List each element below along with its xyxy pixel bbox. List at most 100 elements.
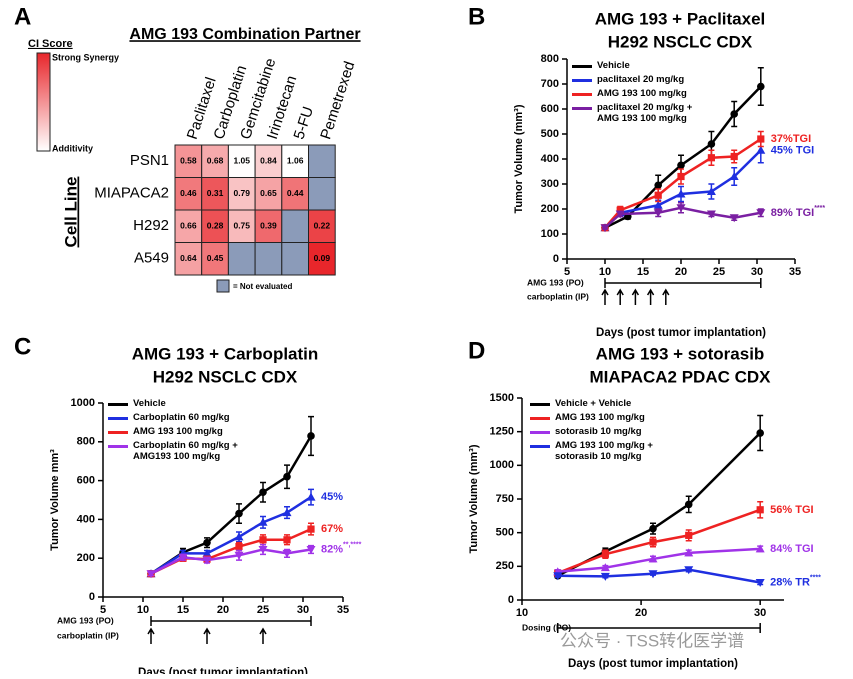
dosing-label: carboplatin (IP): [57, 630, 119, 640]
y-tick-label: 1250: [490, 426, 514, 438]
x-tick-label: 25: [713, 266, 725, 278]
annotation-text: 37%TGI: [771, 133, 811, 145]
legend-label: Vehicle: [133, 398, 166, 409]
cell-value: 0.46: [180, 188, 197, 198]
missing-swatch: [216, 279, 230, 293]
annotation-text: 89% TGI: [771, 207, 814, 219]
annotation-sup: **,****: [343, 541, 362, 548]
y-tick-label: 400: [77, 513, 95, 525]
cell-value: 0.84: [260, 156, 277, 166]
marker: [307, 525, 315, 533]
y-axis-label: Tumor Volume mm³: [49, 449, 61, 551]
marker: [729, 172, 739, 180]
dosing-arrow: [662, 288, 670, 305]
x-tick-label: 20: [217, 604, 229, 616]
cell-value: 1.05: [233, 156, 250, 166]
marker: [649, 538, 657, 546]
marker: [307, 432, 315, 440]
legend-swatch: [108, 445, 128, 448]
marker: [707, 140, 716, 148]
row-label: A549: [134, 250, 169, 267]
x-tick-label: 5: [100, 604, 106, 616]
marker: [756, 209, 766, 218]
legend-label: AMG 193 100 mg/kg + sotorasib 10 mg/kg: [555, 440, 653, 462]
marker: [653, 200, 663, 209]
y-axis-label: Cell Line: [61, 177, 80, 248]
x-tick-label: 10: [599, 266, 611, 278]
panel-letter: B: [468, 3, 485, 30]
annotation: 67%: [321, 523, 343, 535]
legend-swatch: [530, 445, 550, 448]
y-axis-label: Tumor Volume (mm³): [468, 444, 480, 553]
marker: [756, 145, 766, 154]
marker: [258, 545, 268, 554]
legend-label: Carboplatin 60 mg/kg + AMG193 100 mg/kg: [133, 440, 238, 462]
marker: [707, 154, 715, 162]
dosing-label: AMG 193 (PO): [57, 615, 114, 625]
legend-entry: Carboplatin 60 mg/kg: [108, 412, 288, 423]
y-tick-label: 0: [89, 591, 95, 603]
not-evaluated-cell: [254, 242, 283, 276]
legend-swatch: [108, 431, 128, 434]
x-tick-label: 35: [337, 604, 349, 616]
marker: [706, 210, 716, 219]
annotation-sup: ****: [810, 574, 821, 581]
legend-swatch: [572, 107, 592, 110]
x-axis-label: Days (post tumor implantation): [138, 667, 308, 674]
legend-entry: sotorasib 10 mg/kg: [530, 426, 710, 437]
heatmap-cell: [281, 177, 309, 211]
y-tick-label: 1000: [71, 397, 95, 409]
dosing-arrow: [601, 288, 609, 305]
annotation-text: 28% TR: [770, 576, 810, 588]
x-tick-label: 25: [257, 604, 269, 616]
cell-value: 0.79: [233, 188, 250, 198]
legend-box: Vehicle paclitaxel 20 mg/kg AMG 193 100 mg…: [572, 60, 752, 124]
marker: [729, 214, 739, 223]
legend-swatch: [572, 79, 592, 82]
marker: [653, 209, 663, 218]
dosing-arrow: [259, 627, 267, 644]
legend-entry: paclitaxel 20 mg/kg + AMG 193 100 mg/kg: [572, 102, 752, 124]
annotation-sup: ****: [814, 205, 825, 212]
panel-letter: A: [14, 3, 31, 30]
legend-entry: Carboplatin 60 mg/kg + AMG193 100 mg/kg: [108, 440, 288, 462]
panel-letter: C: [14, 333, 31, 360]
marker: [654, 181, 662, 190]
marker: [600, 224, 610, 233]
legend: Vehicle + Vehicle AMG 193 100 mg/kg sotora…: [530, 398, 710, 462]
cell-value: 0.09: [314, 253, 331, 263]
y-tick-label: 800: [541, 53, 559, 65]
y-tick-label: 0: [508, 594, 514, 606]
heatmap-cell: [308, 242, 336, 276]
marker: [258, 517, 268, 526]
legend-entry: AMG 193 100 mg/kg + sotorasib 10 mg/kg: [530, 440, 710, 462]
marker: [306, 545, 316, 554]
watermark: 公众号 · TSS转化医学谱: [560, 631, 744, 650]
annotation-text: 45% TGI: [771, 144, 814, 156]
legend-entry: AMG 193 100 mg/kg: [108, 426, 288, 437]
marker: [553, 572, 563, 581]
marker: [685, 531, 693, 539]
marker: [203, 538, 211, 547]
annotation: 28% TR****: [770, 574, 821, 588]
annotation: 45%: [321, 491, 343, 503]
marker: [676, 189, 686, 198]
cell-value: 0.45: [207, 253, 224, 263]
legend-box: Vehicle Carboplatin 60 mg/kg AMG 193 100 m…: [108, 398, 288, 462]
cell-value: 0.28: [207, 221, 224, 231]
dosing-arrow: [631, 288, 640, 305]
x-tick-label: 15: [637, 266, 649, 278]
marker: [677, 172, 685, 181]
dosing-label: Dosing (PO): [522, 622, 571, 632]
marker: [648, 570, 658, 579]
legend-entry: Vehicle: [108, 398, 288, 409]
cell-value: 0.75: [233, 221, 250, 231]
legend-label: Vehicle: [597, 60, 630, 71]
x-tick-label: 30: [751, 266, 763, 278]
annotation: 45% TGI: [771, 144, 814, 156]
marker: [235, 509, 243, 518]
annotation-text: 56% TGI: [770, 504, 813, 516]
marker: [757, 82, 765, 91]
cell-value: 1.06: [287, 156, 304, 166]
